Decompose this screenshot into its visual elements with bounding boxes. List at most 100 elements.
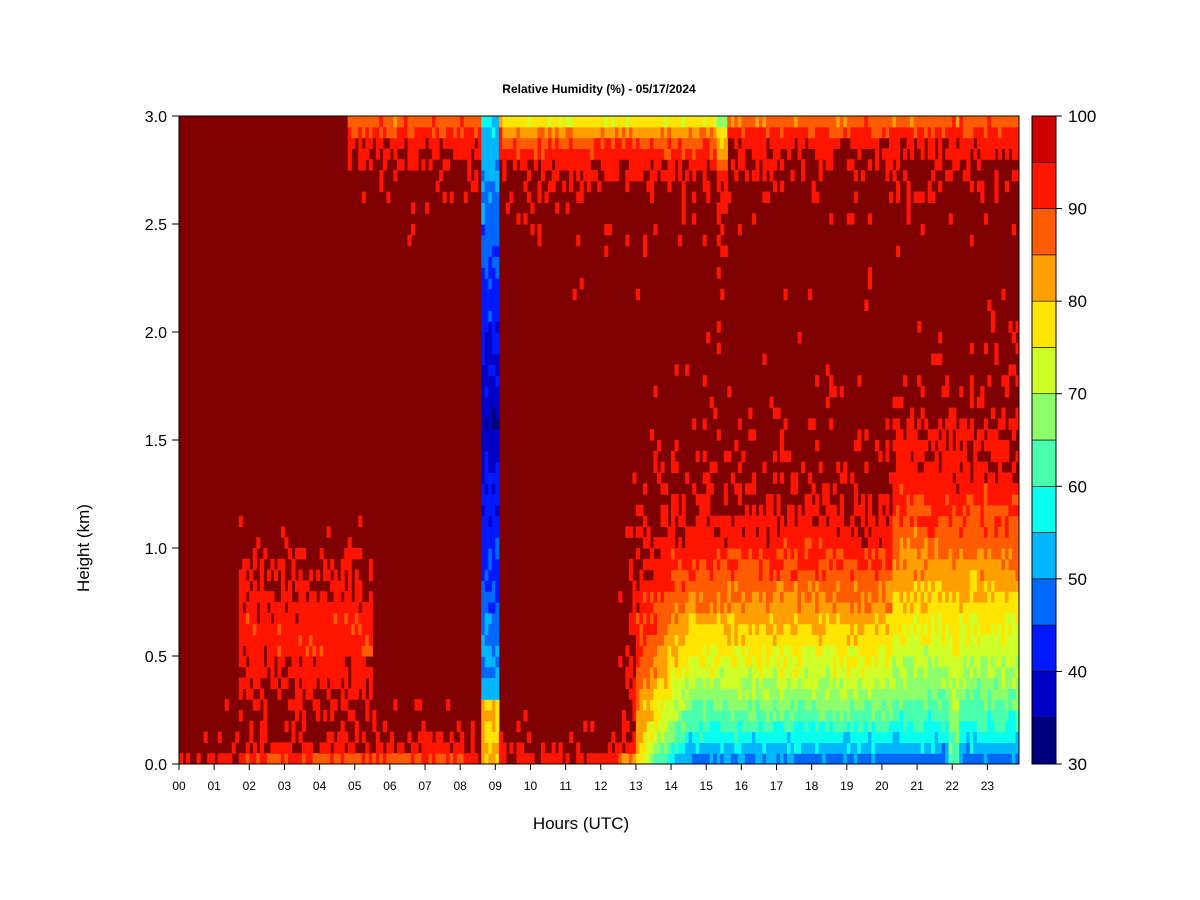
heatmap-cell: [969, 375, 974, 387]
heatmap-cell: [829, 677, 834, 689]
heatmap-cell: [994, 656, 999, 668]
heatmap-cell: [716, 634, 721, 646]
heatmap-cell: [945, 569, 950, 581]
heatmap-cell: [783, 591, 788, 603]
heatmap-cell: [853, 742, 858, 754]
heatmap-cell: [653, 450, 658, 463]
heatmap-cell: [716, 677, 721, 689]
heatmap-cell: [309, 666, 314, 679]
heatmap-cell: [783, 688, 788, 700]
heatmap-cell: [860, 688, 865, 700]
heatmap-cell: [238, 515, 243, 527]
heatmap-cell: [734, 537, 739, 549]
heatmap-cell: [291, 753, 296, 764]
heatmap-cell: [780, 126, 785, 139]
heatmap-cell: [695, 645, 700, 657]
heatmap-cell: [769, 558, 774, 571]
heatmap-cell: [319, 634, 324, 646]
heatmap-cell: [962, 569, 967, 581]
heatmap-cell: [913, 450, 918, 463]
heatmap-cell: [1015, 591, 1019, 603]
heatmap-cell: [969, 731, 974, 743]
heatmap-cell: [966, 137, 971, 149]
heatmap-cell: [302, 677, 307, 689]
heatmap-cell: [649, 429, 655, 441]
heatmap-cell: [878, 548, 883, 560]
heatmap-cell: [860, 515, 865, 527]
heatmap-cell: [829, 623, 834, 635]
heatmap-cell: [340, 656, 345, 668]
heatmap-cell: [495, 526, 500, 538]
heatmap-cell: [607, 116, 612, 128]
heatmap-cell: [660, 483, 665, 495]
heatmap-cell: [709, 148, 714, 160]
heatmap-cell: [284, 742, 289, 754]
heatmap-cell: [797, 148, 802, 160]
heatmap-cell: [903, 170, 908, 182]
heatmap-cell: [287, 548, 293, 560]
heatmap-cell: [920, 645, 925, 657]
heatmap-cell: [403, 116, 409, 128]
heatmap-cell: [653, 569, 658, 581]
heatmap-cell: [906, 472, 911, 484]
heatmap-cell: [934, 558, 939, 571]
heatmap-cell: [330, 602, 335, 614]
heatmap-cell: [741, 580, 746, 592]
heatmap-cell: [850, 137, 855, 149]
heatmap-cell: [484, 440, 489, 452]
heatmap-cell: [758, 116, 764, 128]
heatmap-cell: [924, 677, 929, 689]
heatmap-cell: [976, 396, 981, 409]
heatmap-cell: [548, 159, 553, 171]
heatmap-cell: [702, 645, 707, 657]
heatmap-cell: [723, 710, 728, 722]
heatmap-cell: [555, 137, 560, 149]
heatmap-cell: [316, 666, 321, 679]
heatmap-cell: [358, 666, 363, 679]
heatmap-cell: [488, 472, 493, 484]
heatmap-cell: [860, 591, 865, 603]
heatmap-cell: [1008, 418, 1013, 430]
heatmap-cell: [938, 472, 943, 484]
heatmap-cell: [449, 137, 454, 149]
heatmap-cell: [642, 742, 648, 754]
heatmap-cell: [410, 148, 416, 160]
heatmap-cell: [688, 526, 693, 538]
heatmap-cell: [1011, 656, 1017, 668]
heatmap-cell: [1008, 656, 1013, 668]
heatmap-cell: [801, 656, 806, 668]
heatmap-cell: [291, 602, 296, 614]
heatmap-cell: [758, 720, 764, 733]
heatmap-cell: [959, 537, 964, 549]
heatmap-cell: [393, 753, 398, 764]
heatmap-cell: [874, 569, 880, 581]
heatmap-cell: [681, 548, 686, 560]
heatmap-cell: [365, 742, 370, 754]
heatmap-cell: [498, 116, 503, 128]
heatmap-cell: [857, 731, 862, 743]
heatmap-cell: [818, 461, 823, 473]
heatmap-cell: [734, 580, 739, 592]
heatmap-cell: [990, 569, 995, 581]
heatmap-cell: [646, 116, 651, 128]
heatmap-cell: [783, 666, 788, 679]
heatmap-cell: [797, 699, 802, 711]
heatmap-cell: [959, 450, 964, 463]
heatmap-cell: [825, 710, 830, 722]
heatmap-cell: [934, 483, 939, 495]
heatmap-cell: [994, 548, 999, 560]
heatmap-cell: [597, 148, 602, 160]
heatmap-cell: [969, 720, 974, 733]
heatmap-cell: [994, 591, 999, 603]
heatmap-cell: [895, 548, 901, 560]
heatmap-cell: [748, 656, 753, 668]
heatmap-cell: [407, 234, 412, 247]
heatmap-cell: [481, 688, 486, 700]
heatmap-cell: [832, 526, 837, 538]
heatmap-cell: [945, 710, 950, 722]
heatmap-cell: [298, 666, 303, 679]
heatmap-cell: [987, 602, 992, 614]
heatmap-cell: [484, 364, 489, 376]
heatmap-cell: [966, 656, 971, 668]
heatmap-cell: [537, 191, 542, 203]
